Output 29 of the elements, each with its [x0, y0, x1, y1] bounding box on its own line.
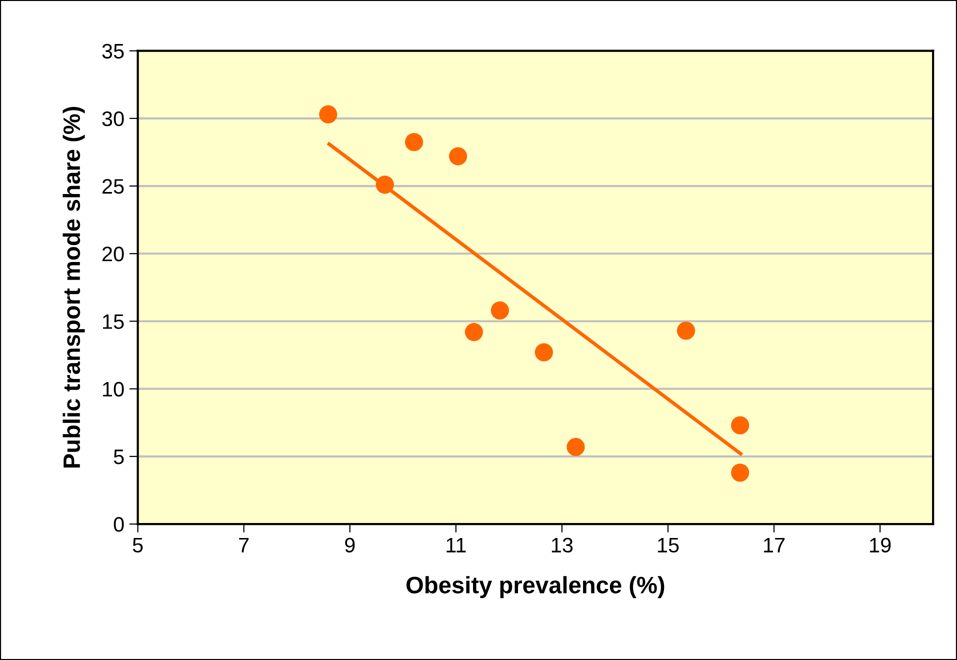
point	[448, 147, 468, 166]
x-tick-label: 15	[658, 538, 679, 553]
point	[376, 176, 394, 194]
y-tick-label: 10	[103, 382, 124, 397]
x-tick-label: 11	[446, 538, 466, 552]
x-axis-title: Obesity prevalence (%)	[406, 576, 664, 598]
x-tick-label: 7	[239, 538, 249, 552]
point	[319, 105, 338, 124]
y-tick-label: 20	[102, 246, 124, 262]
point	[534, 343, 553, 362]
x-tick-label: 9	[345, 538, 355, 553]
y-tick-label: 35	[102, 44, 124, 59]
x-tick-label: 5	[132, 538, 143, 553]
y-tick-label: 25	[102, 179, 124, 194]
point	[566, 438, 585, 456]
x-tick-label: 19	[870, 538, 891, 553]
x-tick-label: 13	[552, 538, 573, 553]
point	[676, 322, 696, 340]
y-tick-label: 15	[103, 314, 124, 329]
point	[731, 416, 750, 434]
point	[490, 301, 509, 320]
point	[464, 322, 483, 342]
x-tick-label: 17	[764, 538, 785, 552]
point	[404, 133, 424, 152]
y-tick-label: 0	[114, 517, 124, 532]
y-axis-title: Public transport mode share (%)	[62, 106, 85, 468]
point	[731, 464, 750, 482]
y-tick-label: 30	[102, 111, 124, 126]
y-tick-label: 5	[114, 450, 124, 464]
